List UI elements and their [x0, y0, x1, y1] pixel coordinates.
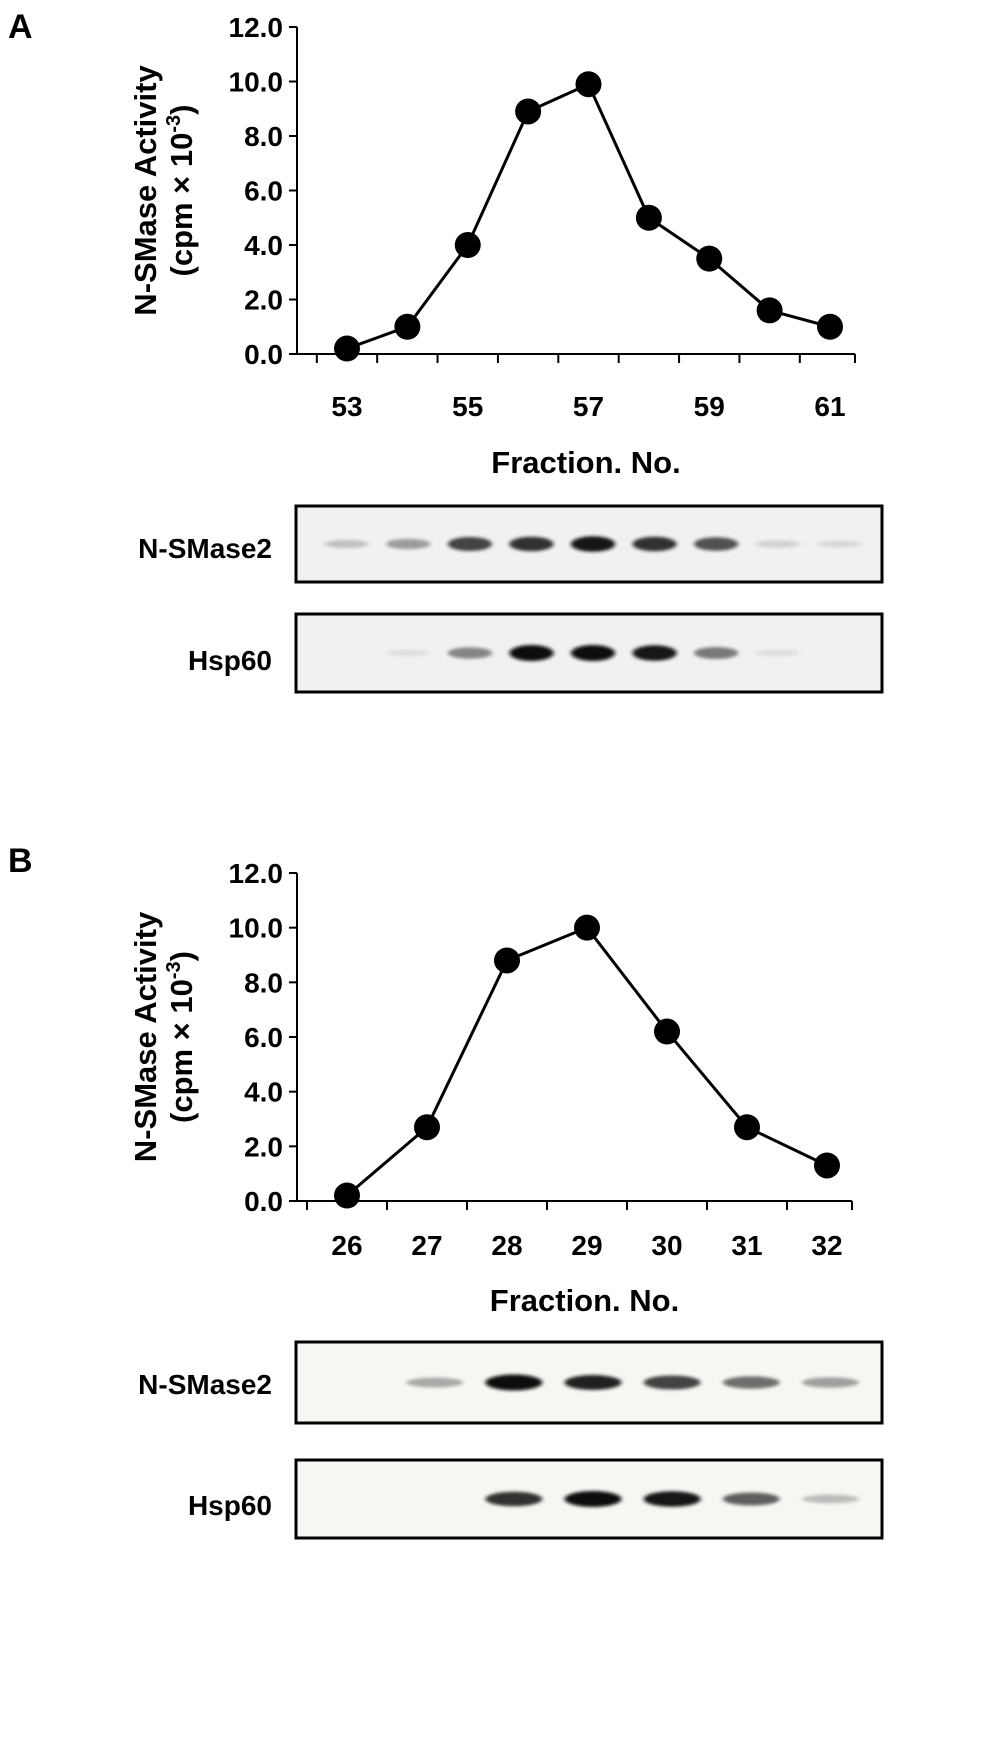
- data-point: [817, 313, 843, 340]
- y-tick-label: 6.0: [244, 1022, 283, 1053]
- blot-band: [755, 540, 800, 548]
- y-axis-title-line2: (cpm × 10-3): [163, 105, 199, 277]
- blot-band: [386, 649, 431, 657]
- blot-hsp60: Hsp60: [188, 612, 884, 694]
- panel-label: A: [8, 8, 33, 46]
- blot-band: [509, 645, 554, 661]
- y-tick-label: 12.0: [229, 12, 284, 43]
- y-axis-title: N-SMase Activity (cpm × 10-3): [128, 911, 199, 1162]
- blot-band: [324, 539, 369, 549]
- data-point: [814, 1152, 840, 1179]
- x-tick-label: 53: [331, 391, 362, 422]
- y-tick-label: 2.0: [244, 285, 283, 316]
- y-axis-title-suffix: ): [164, 951, 199, 961]
- y-axis-title-line1: N-SMase Activity: [128, 65, 163, 316]
- panel-label: B: [8, 842, 33, 880]
- y-axis-title-exponent: -3: [163, 961, 185, 979]
- y-tick-label: 2.0: [244, 1131, 283, 1162]
- y-axis-title-line2: (cpm × 10-3): [163, 951, 199, 1123]
- x-tick-label: 32: [811, 1230, 842, 1261]
- y-axis-title: N-SMase Activity (cpm × 10-3): [128, 65, 199, 316]
- x-tick-label: 30: [651, 1230, 682, 1261]
- blot-hsp60: Hsp60: [188, 1458, 884, 1540]
- blot-band: [722, 1376, 780, 1389]
- blot-band: [632, 645, 677, 661]
- blot-band: [722, 1492, 780, 1506]
- y-tick-label: 12.0: [229, 858, 284, 889]
- y-tick-label: 8.0: [244, 121, 283, 152]
- blot-band: [564, 1491, 622, 1507]
- blot-band: [755, 649, 800, 657]
- blot-band: [693, 647, 739, 659]
- data-point: [494, 947, 520, 974]
- y-tick-label: 0.0: [244, 1186, 283, 1217]
- data-point: [654, 1018, 680, 1045]
- data-point: [696, 245, 723, 272]
- y-tick-label: 4.0: [244, 1077, 283, 1108]
- blot-band: [801, 1377, 859, 1388]
- y-axis-title-exponent: -3: [163, 115, 185, 133]
- x-tick-label: 27: [411, 1230, 442, 1261]
- y-tick-label: 10.0: [229, 67, 284, 98]
- blot-band: [801, 1494, 859, 1504]
- y-axis-title-line1: N-SMase Activity: [128, 911, 163, 1162]
- blot-band: [643, 1491, 701, 1507]
- data-point: [734, 1114, 760, 1141]
- blot-band: [693, 537, 739, 551]
- y-axis-title-prefix: (cpm × 10: [164, 133, 199, 277]
- x-tick-label: 28: [491, 1230, 522, 1261]
- blot-band: [632, 536, 677, 552]
- blot-label: N-SMase2: [138, 1369, 272, 1400]
- data-point: [756, 297, 783, 324]
- blot-band: [447, 537, 493, 551]
- y-axis-title-prefix: (cpm × 10: [164, 979, 199, 1123]
- data-point: [334, 1182, 360, 1209]
- blot-n-smase2: N-SMase2: [138, 1340, 884, 1425]
- y-tick-label: 0.0: [244, 339, 283, 370]
- blot-band: [509, 536, 554, 552]
- blot-band: [386, 538, 431, 550]
- blot-band: [447, 647, 493, 659]
- y-axis-title-suffix: ): [164, 105, 199, 115]
- series-line: [346, 926, 828, 1197]
- blot-band: [485, 1374, 543, 1391]
- x-axis-title: Fraction. No.: [491, 445, 680, 480]
- blot-band: [817, 540, 862, 548]
- blot-band: [564, 1375, 622, 1390]
- panel-a: A 0.0 2.0 4.0 6.0 8.0 10.0 12.0 53 55 57 59 61 Fracti…: [8, 8, 884, 694]
- x-axis-title: Fraction. No.: [490, 1283, 679, 1318]
- blot-band: [485, 1491, 543, 1507]
- data-point: [575, 71, 602, 98]
- blot-band: [570, 645, 616, 661]
- data-point: [394, 313, 421, 340]
- blot-label: Hsp60: [188, 1490, 272, 1521]
- data-point: [454, 232, 481, 258]
- x-tick-label: 61: [814, 391, 845, 422]
- data-point: [635, 204, 662, 231]
- blot-label: Hsp60: [188, 645, 272, 676]
- data-point: [414, 1114, 440, 1141]
- blot-label: N-SMase2: [138, 533, 272, 564]
- x-tick-label: 57: [573, 391, 604, 422]
- y-tick-label: 10.0: [229, 913, 284, 944]
- y-tick-label: 6.0: [244, 176, 283, 207]
- blot-band: [643, 1375, 701, 1390]
- blot-band: [570, 536, 616, 552]
- x-tick-label: 59: [694, 391, 725, 422]
- y-tick-label: 4.0: [244, 230, 283, 261]
- x-tick-label: 26: [331, 1230, 362, 1261]
- blot-n-smase2: N-SMase2: [138, 504, 884, 584]
- x-tick-label: 55: [452, 391, 483, 422]
- y-tick-label: 8.0: [244, 967, 283, 998]
- panel-b: B 0.0 2.0 4.0 6.0 8.0 10.0 12.0 26 27 28 29 30 31 32 Fr…: [8, 842, 884, 1540]
- data-point: [334, 335, 360, 362]
- x-tick-label: 29: [571, 1230, 602, 1261]
- data-point: [574, 914, 600, 941]
- data-point: [515, 98, 542, 125]
- x-tick-label: 31: [731, 1230, 762, 1261]
- blot-band: [406, 1377, 464, 1388]
